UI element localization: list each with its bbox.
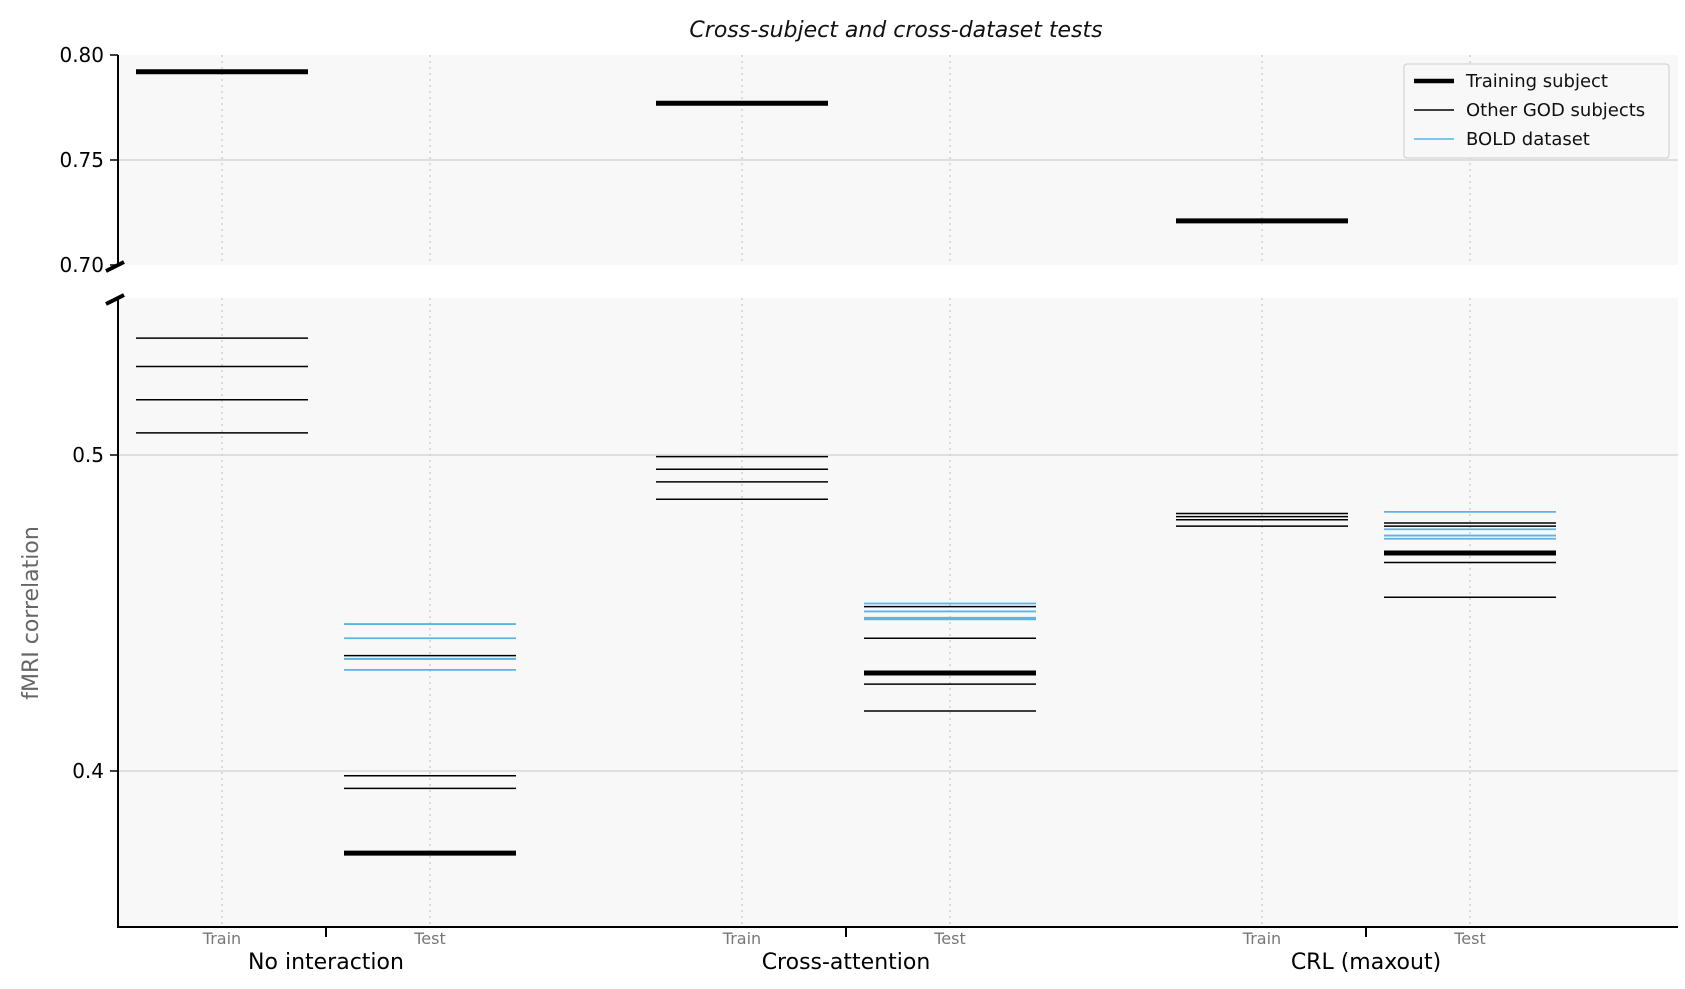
- y-axis-label: fMRI correlation: [19, 526, 44, 700]
- axis-break-mark: [105, 260, 125, 273]
- group-label: No interaction: [248, 950, 404, 975]
- subcategory-label: Train: [1242, 929, 1281, 948]
- grid-layer: [118, 55, 1678, 927]
- legend-label-bold: BOLD dataset: [1466, 129, 1590, 150]
- subcategory-label: Train: [722, 929, 761, 948]
- group-label: CRL (maxout): [1291, 950, 1441, 975]
- subcategory-label: Test: [1453, 929, 1486, 948]
- group-label: Cross-attention: [762, 950, 931, 975]
- legend-label-training: Training subject: [1465, 71, 1608, 92]
- legend: Training subject Other GOD subjects BOLD d…: [1403, 63, 1670, 159]
- y-tick-label: 0.80: [59, 43, 104, 67]
- subcategory-label: Test: [413, 929, 446, 948]
- marks-layer: [136, 69, 1556, 856]
- axis-break-mark: [105, 293, 125, 306]
- legend-label-other: Other GOD subjects: [1466, 100, 1645, 121]
- chart-title: Cross-subject and cross-dataset tests: [689, 18, 1102, 43]
- legend-box: [1403, 63, 1670, 159]
- y-tick-label: 0.4: [72, 759, 104, 783]
- lower-panel-background: [118, 298, 1678, 927]
- y-tick-label: 0.75: [59, 148, 104, 172]
- subcategory-label: Test: [933, 929, 966, 948]
- axes-layer: 0.80 0.75 0.70 0.5 0.4 No interaction Train Tes…: [59, 43, 1678, 975]
- subcategory-label: Train: [202, 929, 241, 948]
- y-tick-label: 0.70: [59, 253, 104, 277]
- y-tick-label: 0.5: [72, 443, 104, 467]
